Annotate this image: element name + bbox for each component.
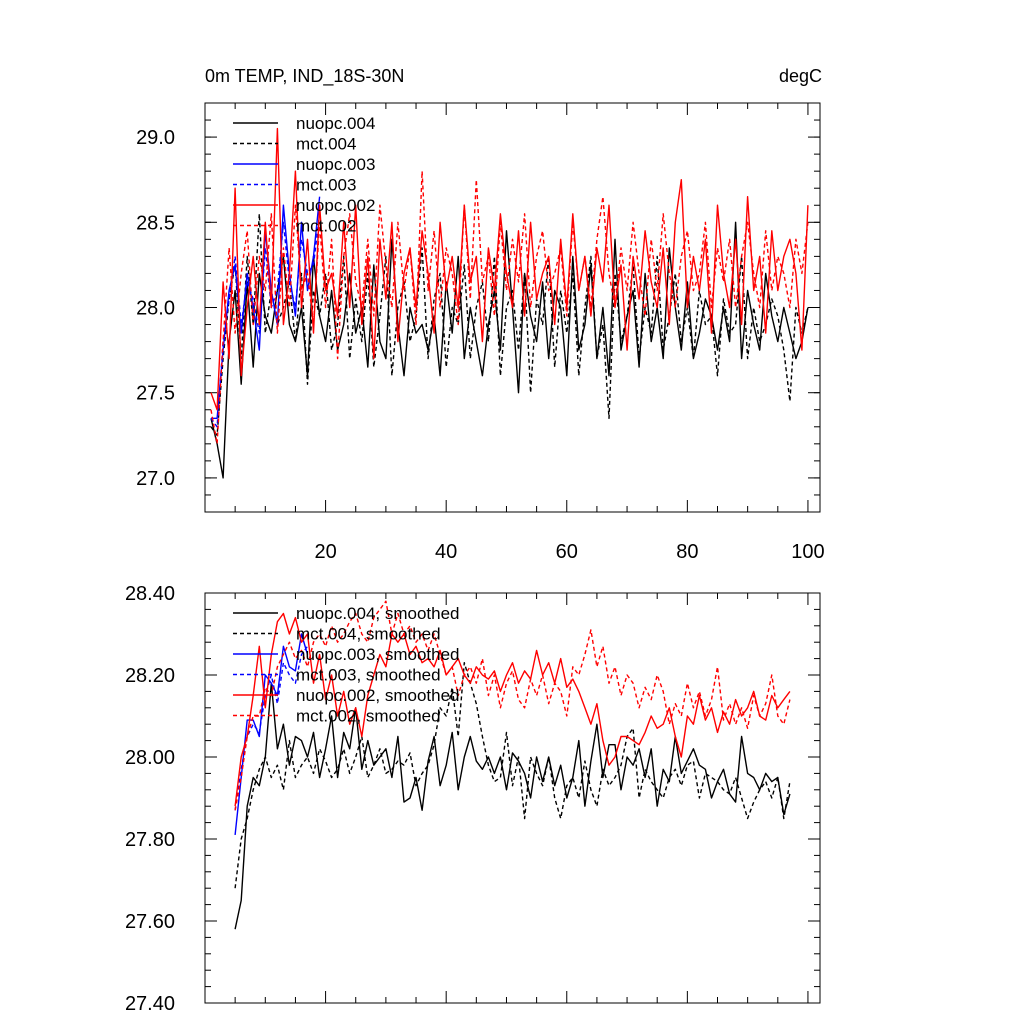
x-tick-label: 60 <box>556 541 578 563</box>
legend-label: nuopc.002 <box>296 196 375 215</box>
series-line-5 <box>210 170 809 445</box>
series-line-0 <box>210 221 809 479</box>
y-tick-label: 27.80 <box>125 829 175 851</box>
y-tick-label: 28.0 <box>136 298 175 320</box>
y-tick-label: 28.5 <box>136 212 175 234</box>
legend-label: nuopc.004 <box>296 114 375 133</box>
legend-label: mct.004 <box>296 135 356 154</box>
series-line-0 <box>234 682 791 930</box>
series-line-1 <box>234 662 791 889</box>
series-line-4 <box>210 127 809 411</box>
y-tick-label: 28.20 <box>125 665 175 687</box>
x-tick-label: 20 <box>314 541 336 563</box>
y-tick-label: 29.0 <box>136 127 175 149</box>
series-line-5 <box>234 600 791 811</box>
y-tick-label: 27.60 <box>125 911 175 933</box>
legend-label: mct.004, smoothed <box>296 625 441 644</box>
x-tick-label: 40 <box>435 541 457 563</box>
legend-label: nuopc.004, smoothed <box>296 604 460 623</box>
top-panel: 0m TEMP, IND_18S-30N degC 27.0 27.5 28.0 28… <box>136 66 825 563</box>
series-line-1 <box>210 213 809 436</box>
legend-label: nuopc.003 <box>296 155 375 174</box>
legend-label: nuopc.003, smoothed <box>296 645 460 664</box>
y-tick-label: 28.00 <box>125 747 175 769</box>
legend-label: mct.002 <box>296 217 356 236</box>
bottom-panel-frame <box>204 592 821 1004</box>
legend-label: mct.002, smoothed <box>296 707 441 726</box>
legend-label: mct.003, smoothed <box>296 666 441 685</box>
top-panel-frame <box>204 102 821 513</box>
top-panel-title: 0m TEMP, IND_18S-30N <box>205 66 404 87</box>
x-tick-label: 80 <box>676 541 698 563</box>
bottom-panel: 27.40 27.60 27.80 28.00 28.20 28.40 nuopc.004… <box>125 583 821 1015</box>
top-panel-units: degC <box>779 66 822 86</box>
y-tick-label: 27.40 <box>125 993 175 1015</box>
y-tick-label: 27.5 <box>136 383 175 405</box>
legend-label: mct.003 <box>296 176 356 195</box>
series-line-2 <box>234 633 309 835</box>
legend-label: nuopc.002, smoothed <box>296 686 460 705</box>
x-tick-label: 100 <box>791 541 824 563</box>
y-tick-label: 27.0 <box>136 468 175 490</box>
y-tick-label: 28.40 <box>125 583 175 605</box>
series-line-4 <box>234 612 791 807</box>
